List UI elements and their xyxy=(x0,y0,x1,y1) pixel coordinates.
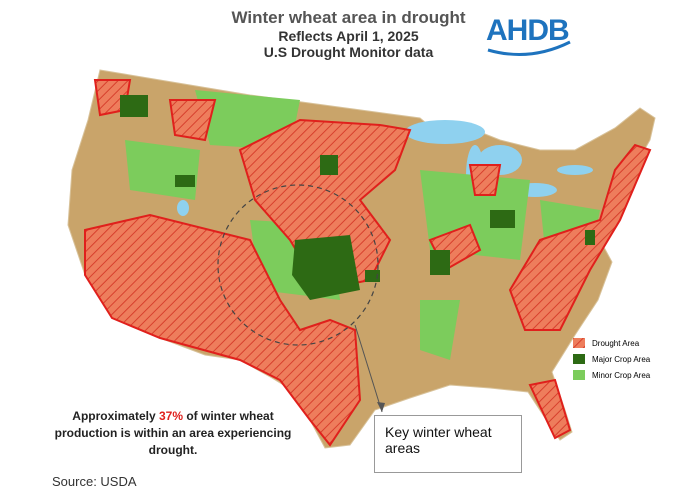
annotation: Approximately 37% of winter wheat produc… xyxy=(48,408,298,459)
annotation-text: of winter wheat production is within an … xyxy=(54,409,292,457)
subtitle: Reflects April 1, 2025 xyxy=(278,28,419,44)
callout-arrow xyxy=(377,402,385,412)
lake xyxy=(405,120,485,144)
callout-line xyxy=(354,324,383,413)
legend-label: Major Crop Area xyxy=(592,355,651,364)
key-area-circle xyxy=(217,184,379,346)
legend-label: Drought Area xyxy=(592,339,640,348)
callout: Key winter wheat areas xyxy=(374,415,522,473)
annotation-text: Approximately xyxy=(72,409,159,423)
logo: AHDB xyxy=(486,14,570,47)
minor-crop xyxy=(125,90,600,360)
logo-swoosh xyxy=(487,40,571,56)
lake xyxy=(177,200,189,216)
legend-swatch xyxy=(573,338,585,348)
legend-swatch xyxy=(573,354,585,364)
subtitle: U.S Drought Monitor data xyxy=(263,44,434,60)
annotation-highlight: 37% xyxy=(158,409,184,423)
drought-area xyxy=(84,79,652,447)
header: Winter wheat area in drought Reflects Ap… xyxy=(0,8,687,60)
title: Winter wheat area in drought xyxy=(231,8,466,27)
major-crop xyxy=(120,95,595,300)
source: Source: USDA xyxy=(52,474,137,489)
legend-swatch xyxy=(573,370,585,380)
legend-label: Minor Crop Area xyxy=(592,371,651,380)
lake xyxy=(557,165,593,175)
